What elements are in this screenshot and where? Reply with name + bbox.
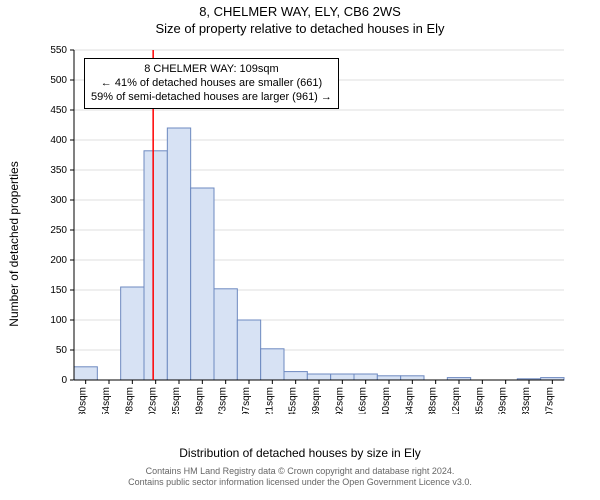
svg-text:54sqm: 54sqm bbox=[101, 387, 112, 414]
svg-text:173sqm: 173sqm bbox=[218, 387, 229, 414]
svg-text:250: 250 bbox=[50, 225, 67, 236]
svg-text:500: 500 bbox=[50, 75, 67, 86]
svg-text:412sqm: 412sqm bbox=[451, 387, 462, 414]
footer-attribution: Contains HM Land Registry data © Crown c… bbox=[128, 466, 472, 489]
y-axis-label: Number of detached properties bbox=[7, 161, 21, 326]
svg-text:300: 300 bbox=[50, 195, 67, 206]
footer-line1: Contains HM Land Registry data © Crown c… bbox=[128, 466, 472, 477]
svg-text:340sqm: 340sqm bbox=[381, 387, 392, 414]
footer-line2: Contains public sector information licen… bbox=[128, 477, 472, 488]
x-axis-label: Distribution of detached houses by size … bbox=[179, 446, 420, 460]
page-title-subtitle: Size of property relative to detached ho… bbox=[155, 21, 444, 38]
svg-text:435sqm: 435sqm bbox=[474, 387, 485, 414]
svg-text:550: 550 bbox=[50, 45, 67, 56]
svg-text:350: 350 bbox=[50, 165, 67, 176]
callout-line1: 8 CHELMER WAY: 109sqm bbox=[91, 62, 332, 76]
svg-text:125sqm: 125sqm bbox=[171, 387, 182, 414]
svg-text:100: 100 bbox=[50, 315, 67, 326]
chart-container: Number of detached properties 0501001502… bbox=[20, 44, 580, 444]
svg-text:364sqm: 364sqm bbox=[404, 387, 415, 414]
callout-line3: 59% of semi-detached houses are larger (… bbox=[91, 90, 332, 104]
svg-text:30sqm: 30sqm bbox=[78, 387, 89, 414]
svg-text:507sqm: 507sqm bbox=[544, 387, 555, 414]
svg-text:245sqm: 245sqm bbox=[288, 387, 299, 414]
svg-text:102sqm: 102sqm bbox=[148, 387, 159, 414]
svg-text:292sqm: 292sqm bbox=[334, 387, 345, 414]
svg-text:200: 200 bbox=[50, 255, 67, 266]
callout-line2: ← 41% of detached houses are smaller (66… bbox=[91, 76, 332, 90]
svg-text:269sqm: 269sqm bbox=[311, 387, 322, 414]
svg-text:78sqm: 78sqm bbox=[124, 387, 135, 414]
callout-box: 8 CHELMER WAY: 109sqm ← 41% of detached … bbox=[84, 58, 339, 109]
svg-text:50: 50 bbox=[56, 345, 68, 356]
svg-text:221sqm: 221sqm bbox=[264, 387, 275, 414]
svg-text:0: 0 bbox=[61, 375, 67, 386]
svg-text:450: 450 bbox=[50, 105, 67, 116]
svg-text:459sqm: 459sqm bbox=[498, 387, 509, 414]
svg-text:400: 400 bbox=[50, 135, 67, 146]
svg-text:316sqm: 316sqm bbox=[358, 387, 369, 414]
svg-text:150: 150 bbox=[50, 285, 67, 296]
page-title-address: 8, CHELMER WAY, ELY, CB6 2WS bbox=[155, 4, 444, 21]
svg-text:149sqm: 149sqm bbox=[194, 387, 205, 414]
svg-text:388sqm: 388sqm bbox=[428, 387, 439, 414]
svg-text:483sqm: 483sqm bbox=[521, 387, 532, 414]
svg-text:197sqm: 197sqm bbox=[241, 387, 252, 414]
